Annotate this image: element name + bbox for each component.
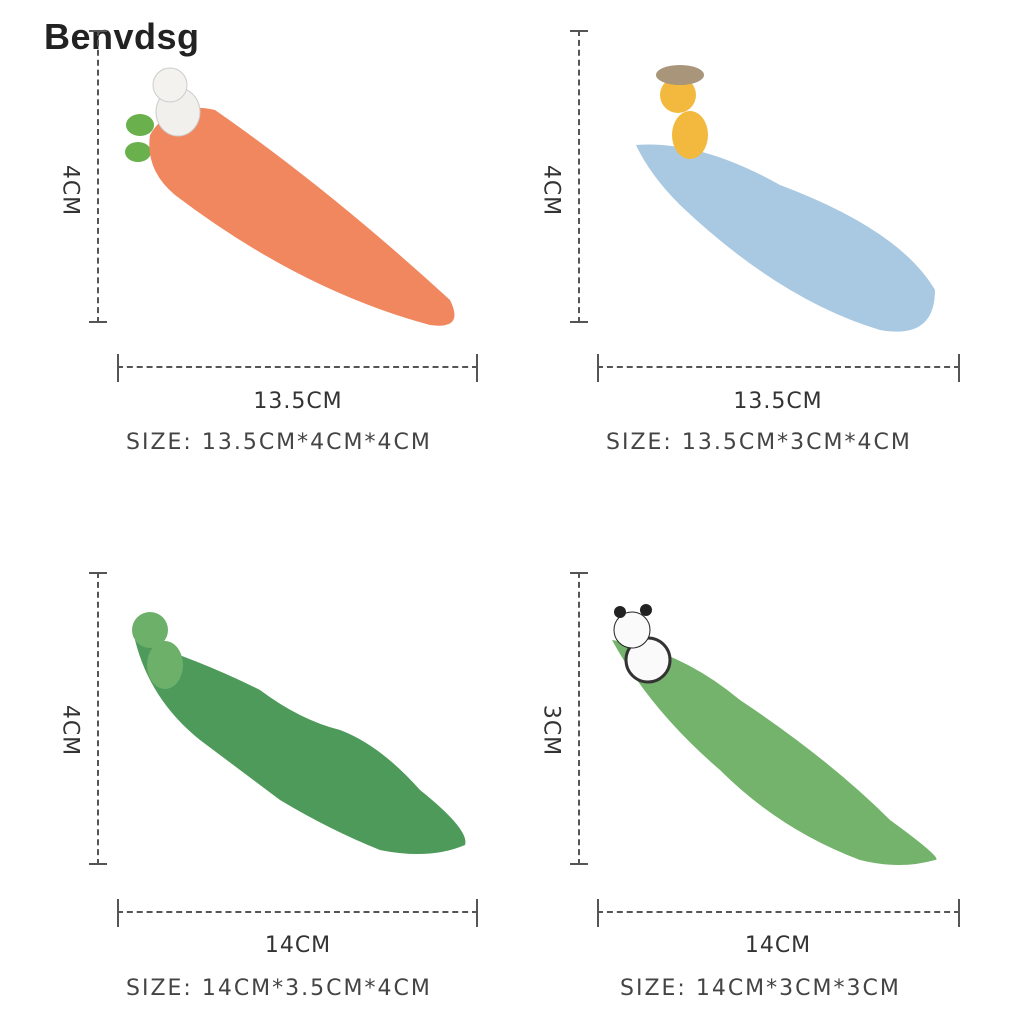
brand-logo: Benvdsg [44, 16, 200, 57]
size-text: SIZE: 14CM*3.5CM*4CM [126, 976, 432, 1001]
height-label: 4CM [57, 164, 83, 217]
height-dimension-line [89, 572, 107, 865]
size-text: SIZE: 13.5CM*3CM*4CM [606, 430, 912, 455]
height-label: 3CM [538, 704, 564, 757]
height-dimension-line [89, 30, 107, 323]
length-dimension-line [117, 899, 478, 927]
height-dimension-line [570, 572, 588, 865]
size-text: SIZE: 14CM*3CM*3CM [620, 976, 901, 1001]
size-text: SIZE: 13.5CM*4CM*4CM [126, 430, 432, 455]
carrot-rabbit-image [125, 67, 455, 326]
height-label: 4CM [57, 704, 83, 757]
leaf-frog-image [132, 612, 466, 854]
leaf-panda-image [612, 604, 937, 865]
length-dimension-line [597, 899, 960, 927]
fish-cat-image [636, 65, 935, 332]
length-dimension-line [117, 354, 478, 382]
height-label: 4CM [538, 164, 564, 217]
length-label: 14CM [264, 933, 332, 958]
length-dimension-line [597, 354, 960, 382]
length-label: 13.5CM [733, 389, 823, 414]
length-label: 13.5CM [253, 389, 343, 414]
length-label: 14CM [744, 933, 812, 958]
height-dimension-line [570, 30, 588, 323]
